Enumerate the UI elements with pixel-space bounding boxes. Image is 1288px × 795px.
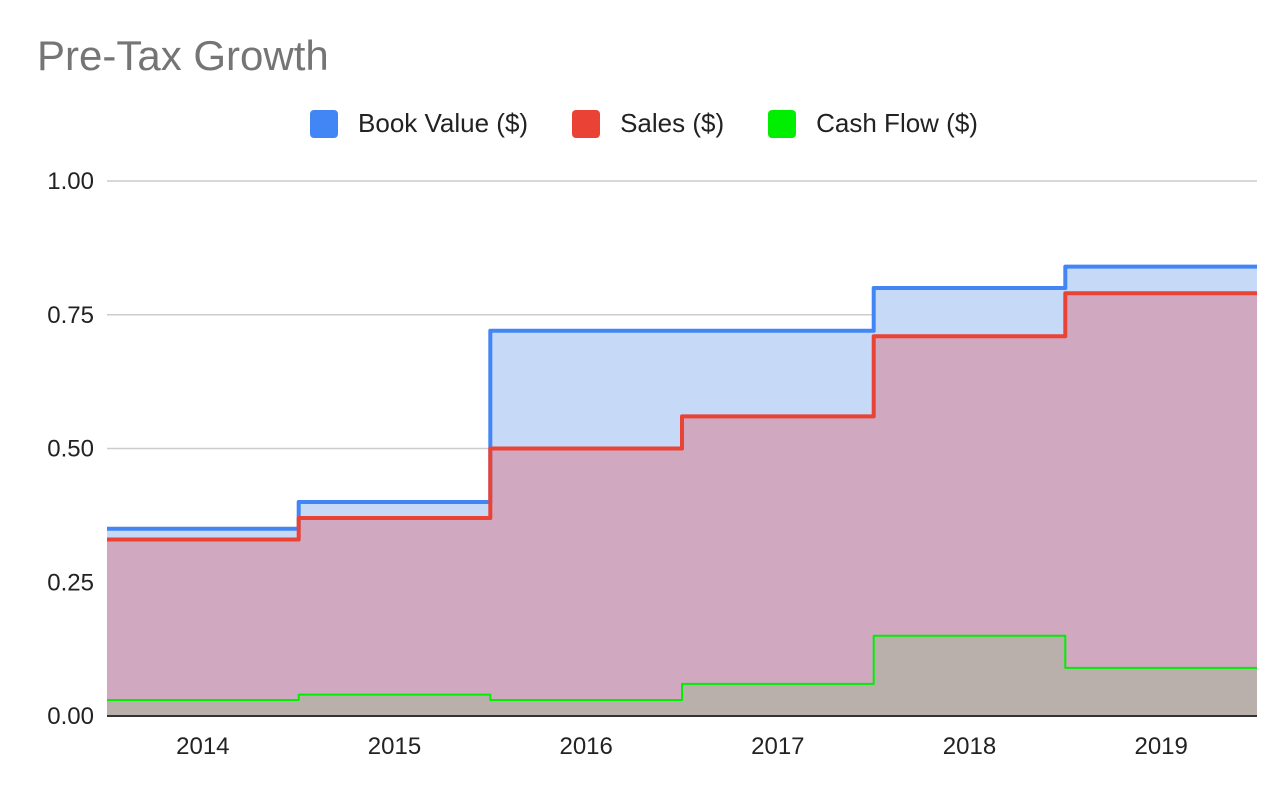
x-tick-label-1: 2015 — [368, 733, 421, 760]
x-tick-label-4: 2018 — [943, 733, 996, 760]
area-2 — [107, 635, 1257, 716]
legend: Book Value ($) Sales ($) Cash Flow ($) — [0, 108, 1288, 139]
y-tick-label-3: 0.75 — [47, 302, 94, 329]
legend-label-cash-flow: Cash Flow ($) — [816, 108, 978, 138]
series-line-1 — [107, 291, 1257, 542]
x-tick-label-5: 2019 — [1134, 733, 1187, 760]
y-tick-label-0: 0.00 — [47, 703, 94, 730]
y-tick-label-1: 0.25 — [47, 569, 94, 596]
x-tick-label-3: 2017 — [751, 733, 804, 760]
series-line-0 — [107, 264, 1257, 531]
x-tick-label-2: 2016 — [559, 733, 612, 760]
legend-label-sales: Sales ($) — [620, 108, 725, 138]
chart-title: Pre-Tax Growth — [37, 32, 329, 79]
legend-item-cash-flow[interactable]: Cash Flow ($) — [768, 108, 978, 139]
legend-label-book-value: Book Value ($) — [358, 108, 529, 138]
series-line-2 — [107, 634, 1257, 701]
legend-swatch-cash-flow — [768, 109, 797, 138]
legend-swatch-sales — [572, 109, 601, 138]
legend-swatch-book-value — [310, 109, 339, 138]
legend-item-book-value[interactable]: Book Value ($) — [310, 108, 528, 139]
legend-item-sales[interactable]: Sales ($) — [572, 108, 724, 139]
y-tick-label-4: 1.00 — [47, 168, 94, 195]
x-tick-label-0: 2014 — [176, 733, 229, 760]
y-tick-label-2: 0.50 — [47, 436, 94, 463]
area-1 — [107, 293, 1257, 716]
